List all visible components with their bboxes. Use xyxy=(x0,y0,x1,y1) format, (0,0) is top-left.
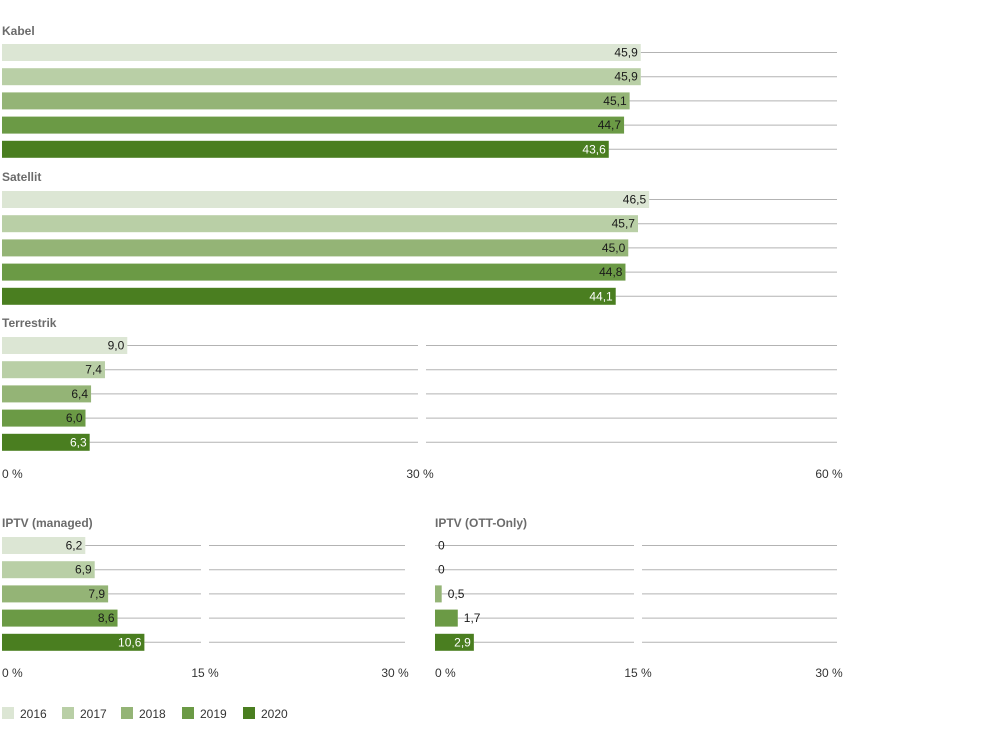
tick-label: 15 % xyxy=(624,666,652,680)
data-label: 7,4 xyxy=(85,363,102,377)
data-label: 6,9 xyxy=(75,563,92,577)
data-label: 45,9 xyxy=(614,70,638,84)
data-label: 44,8 xyxy=(599,265,623,279)
data-label: 0 xyxy=(438,539,445,553)
bar xyxy=(2,385,92,403)
tick-label: 30 % xyxy=(406,467,434,481)
data-label: 6,2 xyxy=(66,539,83,553)
legend-swatch xyxy=(182,707,194,719)
data-label: 6,3 xyxy=(70,435,87,449)
bar xyxy=(2,92,630,110)
data-label: 45,7 xyxy=(612,217,636,231)
group-label: Terrestrik xyxy=(2,316,57,330)
legend-swatch xyxy=(62,707,74,719)
data-label: 44,1 xyxy=(589,289,613,303)
data-label: 45,9 xyxy=(614,46,638,60)
data-label: 9,0 xyxy=(108,339,125,353)
bar xyxy=(2,68,641,86)
bar xyxy=(2,239,629,257)
data-label: 8,6 xyxy=(98,611,115,625)
group-label: Satellit xyxy=(2,170,41,184)
bar xyxy=(2,287,616,305)
bar xyxy=(2,433,90,451)
tick-label: 30 % xyxy=(381,666,409,680)
bar xyxy=(435,633,474,651)
bar xyxy=(2,537,86,554)
tick-label: 0 % xyxy=(435,666,456,680)
bar xyxy=(2,215,638,233)
data-label: 6,0 xyxy=(66,411,83,425)
bar xyxy=(2,585,109,603)
legend-label: 2019 xyxy=(200,707,227,721)
bar xyxy=(2,633,145,651)
tick-label: 60 % xyxy=(815,467,843,481)
bar xyxy=(2,361,105,379)
bar xyxy=(2,191,650,208)
legend-label: 2016 xyxy=(20,707,47,721)
bar xyxy=(435,609,458,627)
tick-label: 0 % xyxy=(2,467,23,481)
group-label: Kabel xyxy=(2,24,35,38)
data-label: 46,5 xyxy=(623,193,647,207)
data-label: 7,9 xyxy=(88,587,105,601)
data-label: 1,7 xyxy=(464,611,481,625)
data-label: 45,1 xyxy=(603,94,627,108)
legend-swatch xyxy=(243,707,255,719)
bar xyxy=(2,116,625,134)
bar xyxy=(435,585,442,603)
data-label: 43,6 xyxy=(582,142,606,156)
legend-swatch xyxy=(121,707,133,719)
data-label: 6,4 xyxy=(71,387,88,401)
tick-label: 15 % xyxy=(191,666,219,680)
legend-label: 2018 xyxy=(139,707,166,721)
tick-label: 0 % xyxy=(2,666,23,680)
bar xyxy=(2,609,118,627)
legend-swatch xyxy=(2,707,14,719)
legend-label: 2020 xyxy=(261,707,288,721)
group-label: IPTV (OTT-Only) xyxy=(435,516,527,530)
data-label: 10,6 xyxy=(118,635,142,649)
bar xyxy=(2,561,95,579)
tick-label: 30 % xyxy=(815,666,843,680)
data-label: 0 xyxy=(438,563,445,577)
data-label: 44,7 xyxy=(598,118,622,132)
bar xyxy=(2,263,626,281)
data-label: 2,9 xyxy=(454,635,471,649)
bar xyxy=(2,409,86,427)
group-label: IPTV (managed) xyxy=(2,516,93,530)
bar xyxy=(2,44,641,61)
bar xyxy=(2,337,128,354)
legend-label: 2017 xyxy=(80,707,107,721)
data-label: 45,0 xyxy=(602,241,626,255)
bar xyxy=(2,140,609,158)
data-label: 0,5 xyxy=(448,587,465,601)
